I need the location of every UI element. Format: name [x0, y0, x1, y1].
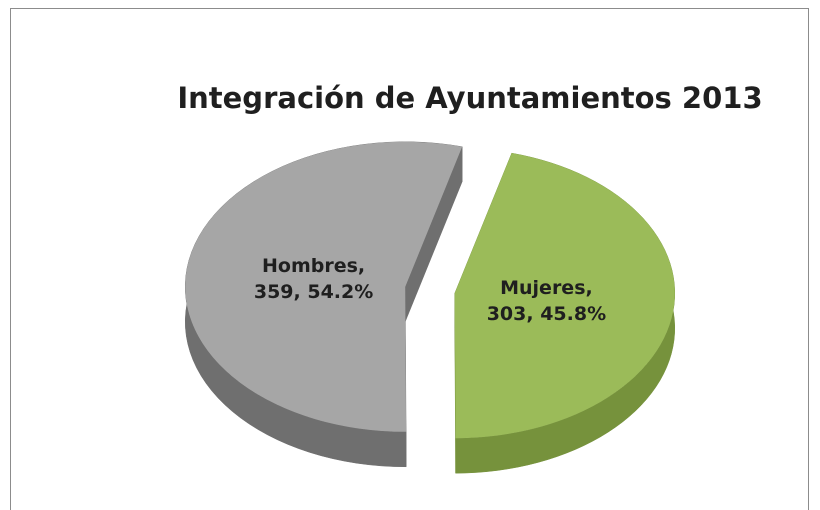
- data-label-line: 303, 45.8%: [487, 303, 606, 325]
- slice: [185, 141, 463, 432]
- data-label: Hombres, 359, 54.2%: [254, 254, 373, 302]
- data-label-line: Mujeres,: [500, 277, 593, 299]
- data-label-line: Hombres,: [262, 254, 365, 276]
- slice: [454, 153, 675, 439]
- data-label-line: 359, 54.2%: [254, 280, 373, 302]
- data-label: Mujeres, 303, 45.8%: [487, 277, 606, 325]
- chart-title: Integración de Ayuntamientos 2013: [177, 81, 762, 115]
